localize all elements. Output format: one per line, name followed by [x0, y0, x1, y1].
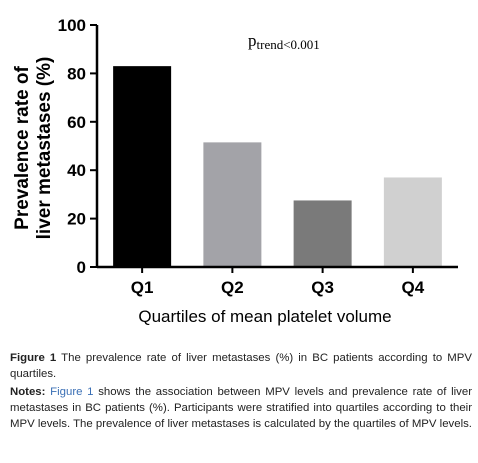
plot-area: Q1 Q2 Q3 Q4 0 20 40 60 80 100: [58, 16, 458, 297]
y-axis-label-line-2: liver metastases (%): [34, 57, 55, 240]
y-tick-label: 80: [67, 64, 86, 83]
bar-q3: [293, 200, 352, 267]
p-symbol: p: [248, 31, 257, 50]
x-tick-label: Q4: [402, 278, 425, 297]
figure-reference-link[interactable]: Figure 1: [50, 386, 94, 398]
y-tick-label: 100: [58, 16, 86, 35]
x-tick-label: Q3: [311, 278, 334, 297]
notes-label: Notes:: [10, 386, 46, 398]
figure-text: The prevalence rate of liver metastases …: [10, 352, 472, 380]
bar-q2: [203, 142, 262, 267]
figure-notes: Notes: Figure 1 shows the association be…: [10, 384, 472, 432]
y-tick-label: 40: [67, 161, 86, 180]
notes-text: shows the association between MPV levels…: [10, 386, 472, 430]
figure-caption: Figure 1 The prevalence rate of liver me…: [10, 350, 472, 382]
p-trend-annotation: ptrend<0.001: [248, 31, 320, 52]
x-tick-label: Q2: [221, 278, 244, 297]
bar-q4: [383, 177, 442, 267]
y-axis-label-line-1: Prevalence rate of: [12, 65, 33, 229]
p-subscript: trend: [257, 37, 284, 52]
x-tick-label: Q1: [131, 278, 154, 297]
figure-label: Figure 1: [10, 352, 57, 364]
x-axis-label: Quartiles of mean platelet volume: [138, 307, 391, 326]
y-tick-label: 0: [77, 258, 86, 277]
bar-q1: [113, 66, 172, 267]
y-tick-label: 60: [67, 113, 86, 132]
y-tick-label: 20: [67, 210, 86, 229]
p-value: <0.001: [283, 37, 320, 52]
